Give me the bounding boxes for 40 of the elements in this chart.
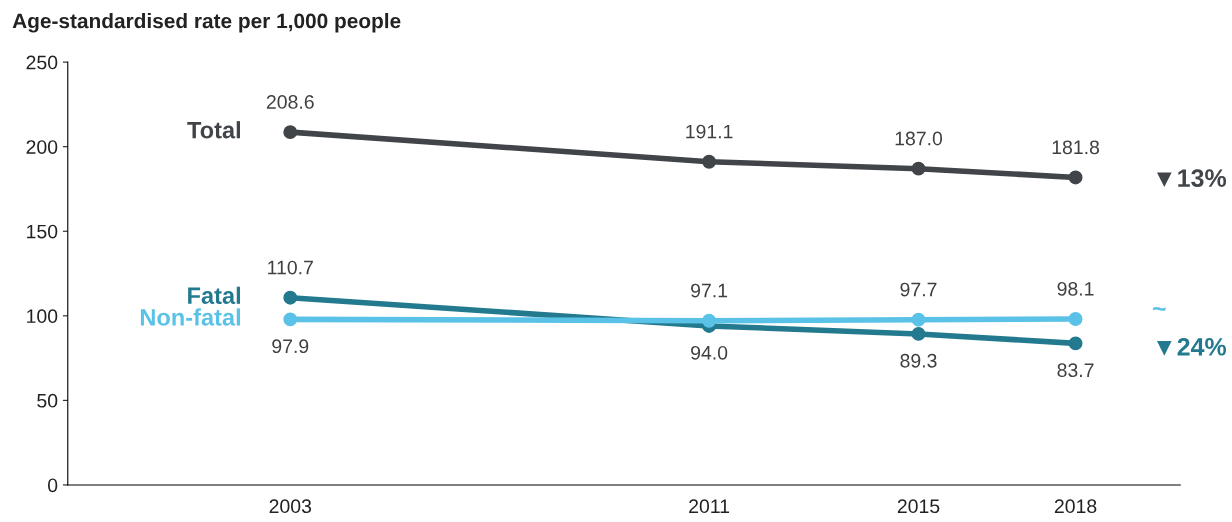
series-label: Total xyxy=(187,121,240,139)
annotation: ▼24% xyxy=(1156,337,1227,356)
y-tick-label: 50 xyxy=(37,393,58,408)
point xyxy=(283,312,298,327)
data-label: 98.1 xyxy=(1057,281,1094,296)
series-label: Fatal xyxy=(188,286,240,305)
annotation: ~ xyxy=(1152,306,1166,311)
data-label: 187.0 xyxy=(895,131,943,146)
data-label: 97.7 xyxy=(900,282,937,297)
y-tick-label: 150 xyxy=(27,224,58,239)
data-label: 83.7 xyxy=(1057,363,1094,378)
point xyxy=(702,154,717,169)
data-label: 191.1 xyxy=(686,124,733,139)
point xyxy=(702,313,717,328)
data-label: 89.3 xyxy=(900,353,937,368)
point xyxy=(1068,312,1083,326)
y-tick-label: 0 xyxy=(47,478,58,493)
y-tick-label: 100 xyxy=(27,309,58,324)
y-axis-title: Age-standardised rate per 1,000 people xyxy=(12,13,401,33)
point xyxy=(1068,336,1083,351)
series-label: Non-fatal xyxy=(140,308,240,326)
data-label: 97.1 xyxy=(691,283,728,298)
data-label: 110.7 xyxy=(268,260,313,275)
data-label: 181.8 xyxy=(1052,140,1100,155)
point xyxy=(911,161,926,176)
data-label: 97.9 xyxy=(272,339,309,354)
y-tick-label: 250 xyxy=(26,55,58,70)
x-tick-label: 2011 xyxy=(689,499,730,514)
point xyxy=(1068,170,1083,185)
x-tick-label: 2003 xyxy=(269,499,312,514)
data-label: 94.0 xyxy=(691,345,728,360)
x-tick-label: 2018 xyxy=(1054,499,1097,514)
x-tick-label: 2015 xyxy=(897,499,940,514)
point xyxy=(911,312,926,327)
annotation: ▼13% xyxy=(1156,169,1227,188)
point xyxy=(283,290,298,305)
point xyxy=(283,125,298,140)
point xyxy=(911,326,926,341)
data-label: 208.6 xyxy=(266,95,314,109)
y-tick-label: 200 xyxy=(26,140,58,154)
